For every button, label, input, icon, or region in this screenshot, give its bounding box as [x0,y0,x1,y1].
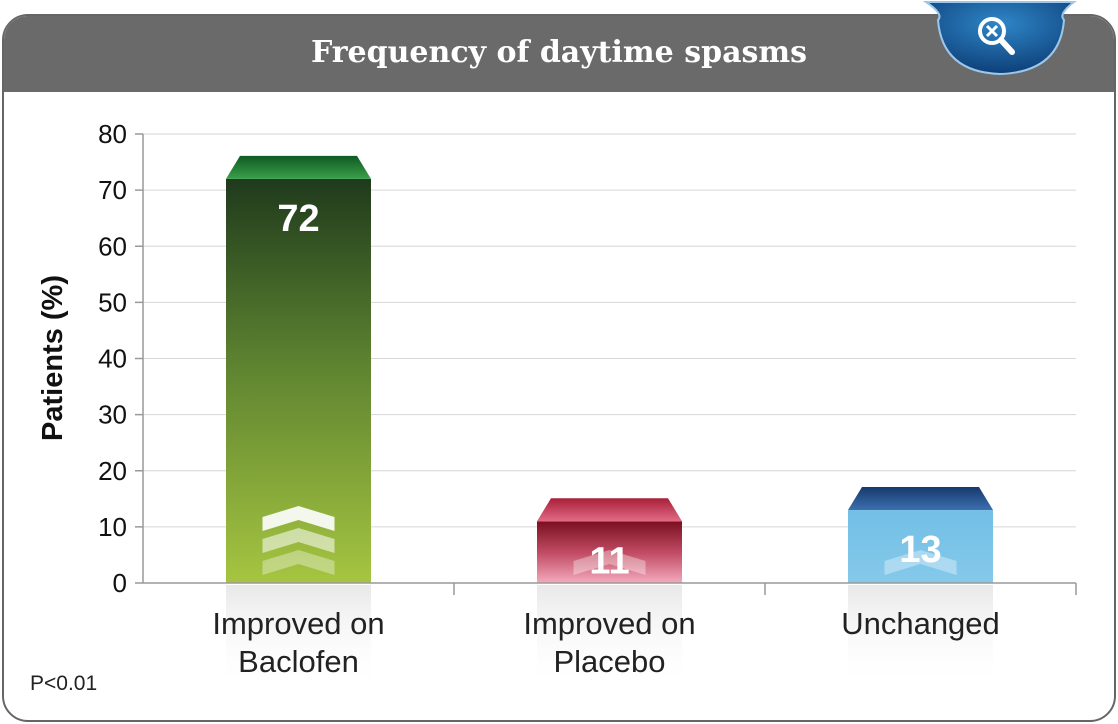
y-tick-label: 20 [98,456,127,486]
bar-body [537,521,682,583]
bar-chevrons [573,550,646,575]
bar-cap [226,155,371,179]
x-tick-label: Baclofen [238,644,359,679]
bar-baclofen: 72 [226,155,371,583]
bar-reflection [226,585,371,691]
axes [135,133,1077,595]
x-tick-label: Unchanged [841,606,1000,641]
bar-body [848,510,993,583]
y-tick-label: 10 [98,512,127,542]
data-label: 11 [589,540,629,582]
chart-title: Frequency of daytime spasms [310,35,808,70]
chevron [262,506,335,531]
bar-reflections [226,585,993,691]
y-axis-label: Patients (%) [37,275,69,441]
bar-reflection [537,585,682,691]
bars: 72 11 13 [226,155,993,583]
zoom-out-button[interactable] [922,0,1077,76]
y-tick-label: 70 [98,175,127,205]
y-tick-label: 0 [113,568,127,598]
chevron [573,550,646,575]
bar-chevrons [884,550,957,575]
bar-placebo: 11 [537,498,682,583]
p-value-note: P<0.01 [30,672,98,695]
data-label: 13 [899,529,941,571]
bar-cap [848,487,993,511]
chevron [262,550,335,575]
chart-header: Frequency of daytime spasms [4,16,1114,92]
y-tick-label: 30 [98,400,127,430]
bar-cap [537,498,682,522]
x-tick-label: Placebo [553,644,665,679]
bar-reflection [848,585,993,691]
y-tick-labels: 0 10 20 30 40 50 60 70 80 [98,119,127,598]
y-tick-label: 80 [98,119,127,149]
x-tick-label: Improved on [212,606,384,641]
chevron [884,550,957,575]
y-tick-label: 40 [98,344,127,374]
data-label: 72 [277,198,319,240]
bar-chevrons [262,506,335,575]
y-tick-label: 50 [98,287,127,317]
zoom-out-icon[interactable] [978,17,1015,55]
y-tick-label: 60 [98,231,127,261]
chevron [262,528,335,553]
x-tick-label: Improved on [523,606,695,641]
bar-unchanged: 13 [848,487,993,583]
